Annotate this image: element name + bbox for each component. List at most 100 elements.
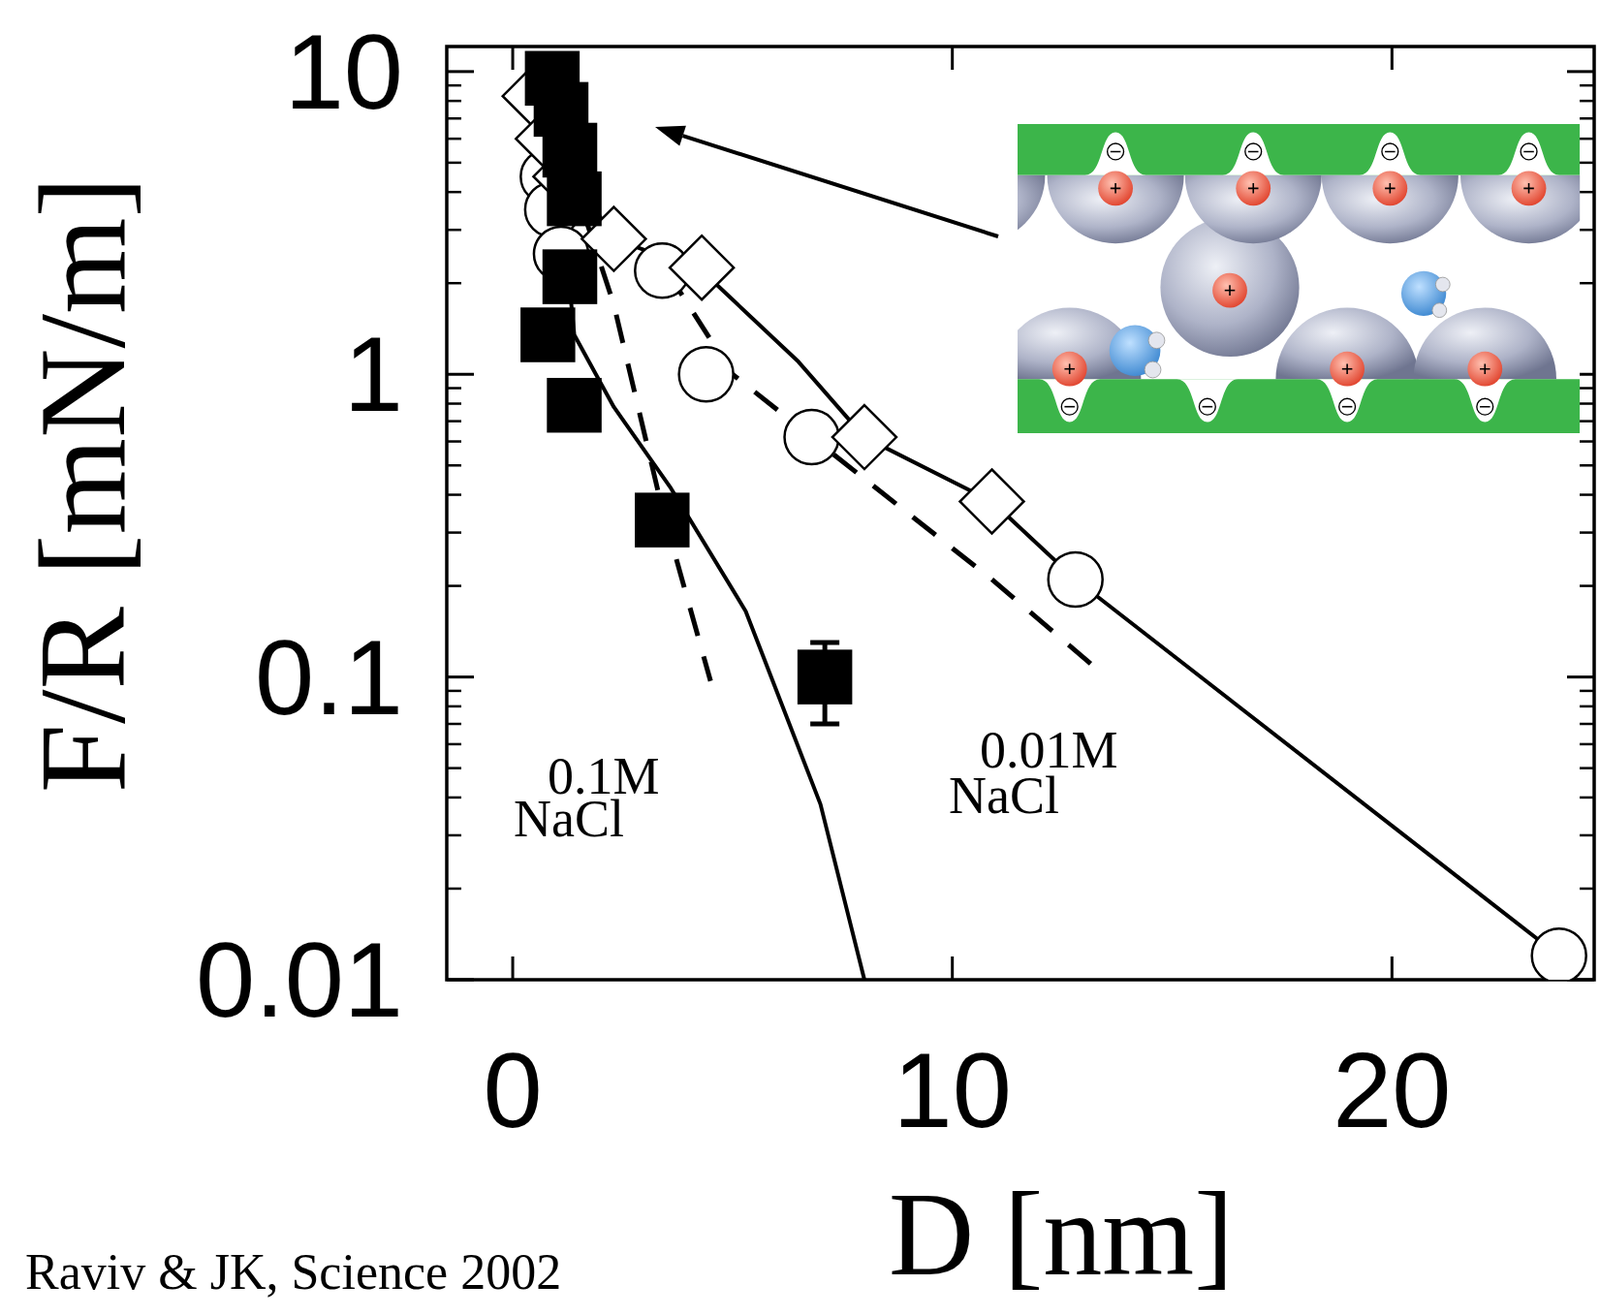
minor-tick bbox=[1579, 117, 1595, 121]
surface-site bbox=[1176, 378, 1238, 422]
minor-tick bbox=[1579, 531, 1595, 534]
surface-site bbox=[1084, 131, 1146, 175]
diamond-marker bbox=[669, 235, 734, 300]
y-tick-label: 0.01 bbox=[195, 919, 404, 1039]
minor-tick bbox=[446, 137, 462, 141]
cation bbox=[1372, 170, 1408, 206]
hydration-shell bbox=[1321, 175, 1459, 245]
minus-sign bbox=[1248, 151, 1259, 154]
minor-tick bbox=[1579, 743, 1595, 747]
cation bbox=[1212, 273, 1248, 309]
x-tick-top bbox=[1390, 46, 1394, 70]
water-hydrogen bbox=[1144, 361, 1161, 378]
minor-tick bbox=[1579, 690, 1595, 693]
x-tick-top bbox=[950, 46, 954, 70]
arrow-head bbox=[655, 125, 687, 147]
negative-charge bbox=[1107, 143, 1125, 160]
surface-site bbox=[1498, 131, 1560, 175]
minor-tick bbox=[446, 117, 462, 121]
minor-tick bbox=[1579, 386, 1595, 390]
y-tick-label: 1 bbox=[344, 313, 404, 434]
solid-fit-line bbox=[564, 243, 864, 980]
plot-frame bbox=[446, 46, 1595, 980]
cation bbox=[1467, 351, 1503, 387]
minor-tick bbox=[446, 282, 462, 285]
chart: 010200.010.1110D [nm]F/R [mN/m]Raviv & J… bbox=[0, 0, 1600, 1316]
plus-sign bbox=[1068, 363, 1071, 375]
cation bbox=[1052, 351, 1088, 387]
minor-tick bbox=[1579, 282, 1595, 285]
cation bbox=[1511, 170, 1547, 206]
dashed-fit-line bbox=[666, 270, 1107, 677]
square-marker bbox=[543, 250, 597, 304]
water-hydrogen bbox=[1148, 332, 1165, 349]
minor-tick bbox=[446, 386, 462, 390]
minor-tick bbox=[446, 228, 462, 232]
minor-tick bbox=[446, 690, 462, 693]
circle-marker bbox=[679, 346, 734, 402]
square-marker bbox=[548, 378, 601, 432]
minor-tick bbox=[1579, 161, 1595, 165]
minor-tick bbox=[1579, 419, 1595, 423]
inset-body bbox=[1017, 124, 1580, 434]
square-marker bbox=[548, 172, 601, 225]
minor-tick bbox=[446, 584, 462, 588]
negative-charge bbox=[1381, 143, 1399, 160]
diamond-marker bbox=[832, 405, 897, 470]
plus-sign bbox=[1114, 183, 1117, 194]
negative-charge bbox=[1061, 398, 1078, 415]
minor-tick bbox=[446, 531, 462, 534]
minor-tick bbox=[446, 796, 462, 800]
circle-marker bbox=[784, 409, 840, 465]
minor-tick bbox=[446, 743, 462, 747]
hydration-shell bbox=[1185, 175, 1322, 245]
minor-tick bbox=[446, 419, 462, 423]
water-hydrogen bbox=[1435, 277, 1450, 292]
minor-tick bbox=[1579, 722, 1595, 726]
cation bbox=[1235, 170, 1271, 206]
background bbox=[0, 0, 1600, 1316]
diamond-marker bbox=[960, 470, 1025, 534]
minor-tick bbox=[446, 766, 462, 770]
minor-tick bbox=[446, 190, 462, 194]
mica-surface bbox=[1017, 378, 1580, 434]
surface-site bbox=[1359, 131, 1421, 175]
minor-tick bbox=[446, 402, 462, 406]
x-tick bbox=[1390, 956, 1394, 980]
data bbox=[502, 52, 1587, 980]
minus-sign bbox=[1384, 151, 1396, 154]
minor-tick bbox=[446, 887, 462, 891]
plus-sign bbox=[1228, 284, 1231, 296]
minor-tick bbox=[1579, 766, 1595, 770]
x-tick bbox=[511, 956, 515, 980]
minus-sign bbox=[1202, 406, 1214, 408]
x-axis-title: D [nm] bbox=[888, 1168, 1234, 1300]
minor-tick bbox=[1579, 402, 1595, 406]
mica-surface bbox=[1017, 124, 1580, 176]
y-tick-right bbox=[1567, 69, 1595, 73]
minor-tick bbox=[446, 834, 462, 838]
plus-sign bbox=[1528, 183, 1531, 194]
minor-tick bbox=[1579, 190, 1595, 194]
square-marker bbox=[521, 309, 574, 362]
minor-tick bbox=[1579, 84, 1595, 88]
minus-sign bbox=[1342, 406, 1353, 408]
cation bbox=[1329, 351, 1365, 387]
y-tick bbox=[446, 373, 474, 377]
hydration-shell bbox=[1275, 308, 1418, 380]
minus-sign bbox=[1110, 151, 1122, 154]
minor-tick bbox=[1579, 834, 1595, 838]
minor-tick bbox=[446, 84, 462, 88]
minor-tick bbox=[1579, 705, 1595, 709]
plus-sign bbox=[1252, 183, 1255, 194]
annotation: NaCl bbox=[513, 789, 625, 848]
negative-charge bbox=[1520, 143, 1538, 160]
minus-sign bbox=[1479, 406, 1491, 408]
y-tick-label: 10 bbox=[284, 11, 404, 131]
axes: 010200.010.1110 bbox=[195, 11, 1595, 1150]
circle-marker bbox=[1048, 552, 1103, 607]
minor-tick bbox=[1579, 439, 1595, 443]
hydration-shell bbox=[1017, 175, 1045, 245]
y-tick bbox=[446, 675, 474, 679]
minor-tick bbox=[1579, 887, 1595, 891]
